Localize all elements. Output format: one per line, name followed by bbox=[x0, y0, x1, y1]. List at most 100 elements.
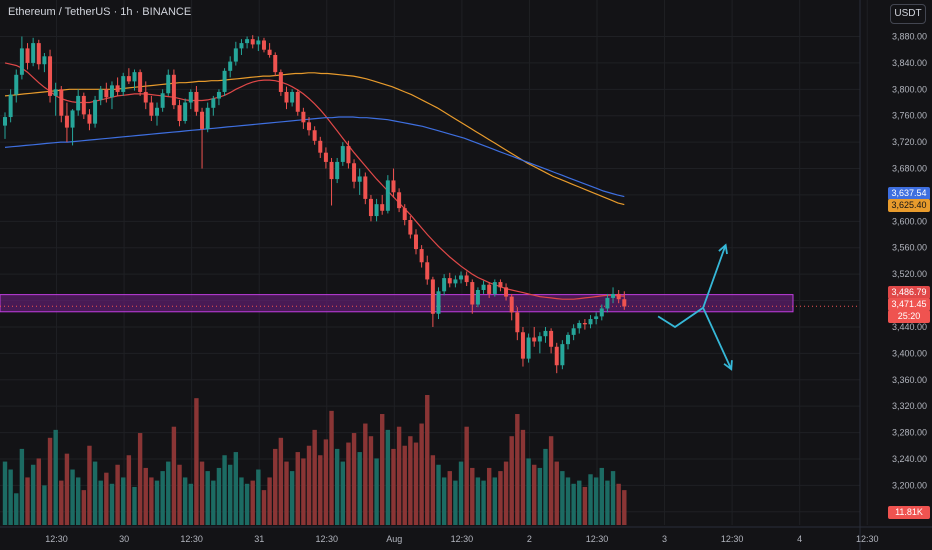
support-zone[interactable] bbox=[0, 294, 860, 313]
price-tick-label: 3,880.00 bbox=[892, 32, 927, 42]
volume-bar bbox=[571, 483, 576, 525]
candle-body bbox=[3, 117, 7, 126]
volume-bar bbox=[278, 437, 284, 525]
projection-arrows[interactable] bbox=[657, 243, 733, 371]
candle-body bbox=[515, 312, 520, 333]
volume-bar bbox=[267, 477, 272, 525]
volume-bar bbox=[391, 448, 396, 525]
candle-body bbox=[155, 107, 160, 116]
candle-body bbox=[335, 161, 340, 180]
volume-bar bbox=[453, 480, 458, 525]
candle-body bbox=[188, 91, 193, 103]
volume-bar bbox=[160, 471, 165, 525]
volume-bar bbox=[599, 467, 604, 525]
time-tick-label: 12:30 bbox=[180, 534, 203, 544]
volume-bar bbox=[256, 469, 261, 525]
candle-body bbox=[385, 180, 390, 211]
volume-bar bbox=[59, 480, 64, 525]
candle-body bbox=[520, 332, 525, 359]
volume-bar bbox=[334, 448, 340, 525]
volume-bar bbox=[374, 458, 379, 525]
candle-body bbox=[582, 323, 587, 325]
candle-body bbox=[380, 204, 385, 211]
candle-body bbox=[464, 275, 469, 283]
candle-body bbox=[397, 192, 402, 209]
volume-bar bbox=[520, 429, 526, 525]
candle-body bbox=[31, 43, 36, 63]
volume-bar bbox=[425, 395, 430, 525]
candle-body bbox=[577, 323, 582, 329]
currency-button[interactable]: USDT bbox=[890, 4, 926, 24]
candle-body bbox=[357, 176, 362, 182]
candle-body bbox=[346, 146, 351, 164]
candle-body bbox=[81, 95, 86, 115]
volume-bar bbox=[306, 445, 312, 525]
volume-bar bbox=[75, 477, 81, 525]
volume-bar bbox=[537, 467, 543, 525]
volume-bar bbox=[149, 477, 154, 525]
candle-body bbox=[566, 334, 570, 345]
candle-body bbox=[481, 284, 486, 290]
candle-body bbox=[453, 279, 458, 284]
volume-bar bbox=[166, 461, 171, 525]
volume-bar bbox=[368, 436, 374, 525]
candle-body bbox=[554, 346, 559, 366]
candle-body bbox=[363, 176, 368, 199]
candle-body bbox=[425, 262, 430, 280]
candle-body bbox=[391, 180, 396, 193]
projection-down-path bbox=[702, 307, 733, 370]
volume-bar bbox=[137, 433, 143, 525]
candle-body bbox=[53, 89, 58, 96]
volume-bar bbox=[419, 423, 424, 525]
candle-body bbox=[245, 39, 250, 44]
volume-bar bbox=[47, 437, 53, 525]
volume-bar bbox=[25, 477, 30, 525]
volume-bar bbox=[380, 414, 385, 525]
candle-body bbox=[36, 43, 41, 65]
candle-body bbox=[211, 98, 216, 108]
candle-body bbox=[278, 72, 283, 92]
price-tick-label: 3,400.00 bbox=[892, 348, 927, 358]
candle-body bbox=[509, 296, 514, 313]
projection-up-path bbox=[657, 244, 727, 329]
candle-body bbox=[504, 287, 509, 297]
volume-bar bbox=[312, 429, 317, 525]
volume-bar bbox=[188, 483, 193, 525]
candle-body bbox=[48, 56, 53, 96]
volume-bar bbox=[577, 480, 582, 525]
candle-body bbox=[430, 279, 435, 314]
candle-body bbox=[138, 72, 143, 92]
volume-bar bbox=[430, 455, 436, 525]
candle-body bbox=[166, 74, 171, 94]
volume-bar bbox=[115, 464, 120, 525]
volume-bar bbox=[154, 480, 160, 525]
price-tick-label: 3,720.00 bbox=[892, 137, 927, 147]
candle-body bbox=[194, 91, 199, 112]
time-axis[interactable]: 12:30 30 12:30 31 12:30 Aug 12:30 2 12:30 3 12:30 4… bbox=[45, 534, 932, 544]
candle-body bbox=[549, 330, 554, 347]
volume-bar bbox=[42, 485, 47, 525]
candle-body bbox=[216, 91, 221, 99]
volume-bar bbox=[132, 486, 137, 525]
candle-body bbox=[307, 122, 312, 131]
candle-body bbox=[132, 72, 137, 82]
price-tick-label: 3,360.00 bbox=[892, 375, 927, 385]
volume-bars bbox=[2, 395, 627, 525]
candle-body bbox=[560, 344, 565, 366]
ma-fast-price-tag: 3,486.79 bbox=[888, 286, 930, 299]
candle-body bbox=[93, 99, 98, 124]
volume-bar bbox=[475, 477, 481, 525]
volume-bar bbox=[509, 436, 514, 525]
candle-body bbox=[498, 282, 503, 288]
volume-bar bbox=[323, 439, 329, 525]
volume-bar bbox=[582, 486, 588, 525]
price-axis[interactable]: 3,880.00 3,840.00 3,800.00 3,760.00 3,720.00… bbox=[892, 32, 927, 517]
volume-bar bbox=[486, 467, 492, 525]
volume-bar bbox=[36, 458, 41, 525]
time-tick-label: 2 bbox=[527, 534, 532, 544]
volume-bar bbox=[565, 477, 571, 525]
candle-body bbox=[616, 293, 621, 300]
price-tick-label: 3,320.00 bbox=[892, 401, 927, 411]
volume-bar bbox=[605, 480, 610, 525]
